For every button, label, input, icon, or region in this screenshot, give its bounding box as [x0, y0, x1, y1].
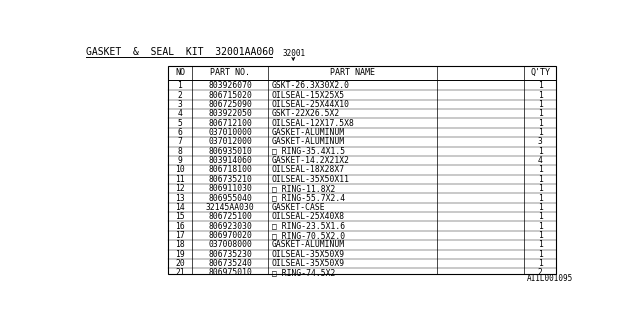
Text: GASKET-ALUMINUM: GASKET-ALUMINUM — [272, 128, 345, 137]
Text: 1: 1 — [538, 194, 543, 203]
Text: 803922050: 803922050 — [208, 109, 252, 118]
Text: □ RING-35.4X1.5: □ RING-35.4X1.5 — [272, 147, 345, 156]
Text: 1: 1 — [538, 212, 543, 221]
Text: 1: 1 — [538, 250, 543, 259]
Text: 806911030: 806911030 — [208, 184, 252, 193]
Text: 037008000: 037008000 — [208, 240, 252, 249]
Text: GASKET-CASE: GASKET-CASE — [272, 203, 326, 212]
Text: □ RING-23.5X1.6: □ RING-23.5X1.6 — [272, 222, 345, 231]
Text: GASKET-14.2X21X2: GASKET-14.2X21X2 — [272, 156, 350, 165]
Text: □ RING-70.5X2.0: □ RING-70.5X2.0 — [272, 231, 345, 240]
Text: 806725090: 806725090 — [208, 100, 252, 109]
Text: 1: 1 — [538, 203, 543, 212]
Text: 806735210: 806735210 — [208, 175, 252, 184]
Text: 4: 4 — [177, 109, 182, 118]
Text: 15: 15 — [175, 212, 185, 221]
Text: 18: 18 — [175, 240, 185, 249]
Text: 3: 3 — [538, 137, 543, 146]
Text: OILSEAL-25X44X10: OILSEAL-25X44X10 — [272, 100, 350, 109]
Text: 20: 20 — [175, 259, 185, 268]
Text: □ RING-55.7X2.4: □ RING-55.7X2.4 — [272, 194, 345, 203]
Text: OILSEAL-12X17.5X8: OILSEAL-12X17.5X8 — [272, 119, 355, 128]
Text: 1: 1 — [538, 81, 543, 90]
Text: 806735230: 806735230 — [208, 250, 252, 259]
Text: 806735240: 806735240 — [208, 259, 252, 268]
Text: 806712100: 806712100 — [208, 119, 252, 128]
Text: 1: 1 — [538, 91, 543, 100]
Text: 11: 11 — [175, 175, 185, 184]
Text: 1: 1 — [177, 81, 182, 90]
Text: 2: 2 — [538, 268, 543, 277]
Text: OILSEAL-35X50X9: OILSEAL-35X50X9 — [272, 250, 345, 259]
Text: 32001: 32001 — [282, 49, 305, 58]
Text: OILSEAL-25X40X8: OILSEAL-25X40X8 — [272, 212, 345, 221]
Text: 1: 1 — [538, 184, 543, 193]
Text: OILSEAL-18X28X7: OILSEAL-18X28X7 — [272, 165, 345, 174]
Text: 5: 5 — [177, 119, 182, 128]
Text: 806970020: 806970020 — [208, 231, 252, 240]
Text: 21: 21 — [175, 268, 185, 277]
Text: A11L001095: A11L001095 — [527, 274, 573, 283]
Text: OILSEAL-35X50X9: OILSEAL-35X50X9 — [272, 259, 345, 268]
Text: GASKET  &  SEAL  KIT  32001AA060: GASKET & SEAL KIT 32001AA060 — [86, 47, 274, 57]
Text: 806975010: 806975010 — [208, 268, 252, 277]
Text: 19: 19 — [175, 250, 185, 259]
Text: 806725100: 806725100 — [208, 212, 252, 221]
Text: 2: 2 — [177, 91, 182, 100]
Text: 1: 1 — [538, 165, 543, 174]
Text: NO: NO — [175, 68, 185, 77]
Text: 1: 1 — [538, 147, 543, 156]
Text: 4: 4 — [538, 156, 543, 165]
Bar — [168, 66, 556, 274]
Text: □ RING-11.8X2: □ RING-11.8X2 — [272, 184, 335, 193]
Text: 9: 9 — [177, 156, 182, 165]
Text: PART NO.: PART NO. — [210, 68, 250, 77]
Text: 7: 7 — [177, 137, 182, 146]
Text: 1: 1 — [538, 222, 543, 231]
Text: 806923030: 806923030 — [208, 222, 252, 231]
Text: 14: 14 — [175, 203, 185, 212]
Text: GSKT-26.3X30X2.0: GSKT-26.3X30X2.0 — [272, 81, 350, 90]
Text: GASKET-ALUMINUM: GASKET-ALUMINUM — [272, 137, 345, 146]
Text: 037010000: 037010000 — [208, 128, 252, 137]
Text: 12: 12 — [175, 184, 185, 193]
Text: GSKT-22X26.5X2: GSKT-22X26.5X2 — [272, 109, 340, 118]
Text: 17: 17 — [175, 231, 185, 240]
Text: 1: 1 — [538, 119, 543, 128]
Text: 1: 1 — [538, 100, 543, 109]
Text: 1: 1 — [538, 109, 543, 118]
Text: 10: 10 — [175, 165, 185, 174]
Text: OILSEAL-35X50X11: OILSEAL-35X50X11 — [272, 175, 350, 184]
Text: PART NAME: PART NAME — [330, 68, 375, 77]
Text: 1: 1 — [538, 128, 543, 137]
Text: 32145AA030: 32145AA030 — [205, 203, 255, 212]
Text: 8: 8 — [177, 147, 182, 156]
Text: 803914060: 803914060 — [208, 156, 252, 165]
Text: 806715020: 806715020 — [208, 91, 252, 100]
Text: GASKET-ALUMINUM: GASKET-ALUMINUM — [272, 240, 345, 249]
Text: 6: 6 — [177, 128, 182, 137]
Text: 1: 1 — [538, 231, 543, 240]
Text: 803926070: 803926070 — [208, 81, 252, 90]
Text: 16: 16 — [175, 222, 185, 231]
Text: OILSEAL-15X25X5: OILSEAL-15X25X5 — [272, 91, 345, 100]
Text: 3: 3 — [177, 100, 182, 109]
Text: 1: 1 — [538, 259, 543, 268]
Text: 806935010: 806935010 — [208, 147, 252, 156]
Text: □ RING-74.5X2: □ RING-74.5X2 — [272, 268, 335, 277]
Text: 806955040: 806955040 — [208, 194, 252, 203]
Text: 037012000: 037012000 — [208, 137, 252, 146]
Text: Q'TY: Q'TY — [530, 68, 550, 77]
Text: 1: 1 — [538, 240, 543, 249]
Text: 806718100: 806718100 — [208, 165, 252, 174]
Text: 1: 1 — [538, 175, 543, 184]
Text: 13: 13 — [175, 194, 185, 203]
